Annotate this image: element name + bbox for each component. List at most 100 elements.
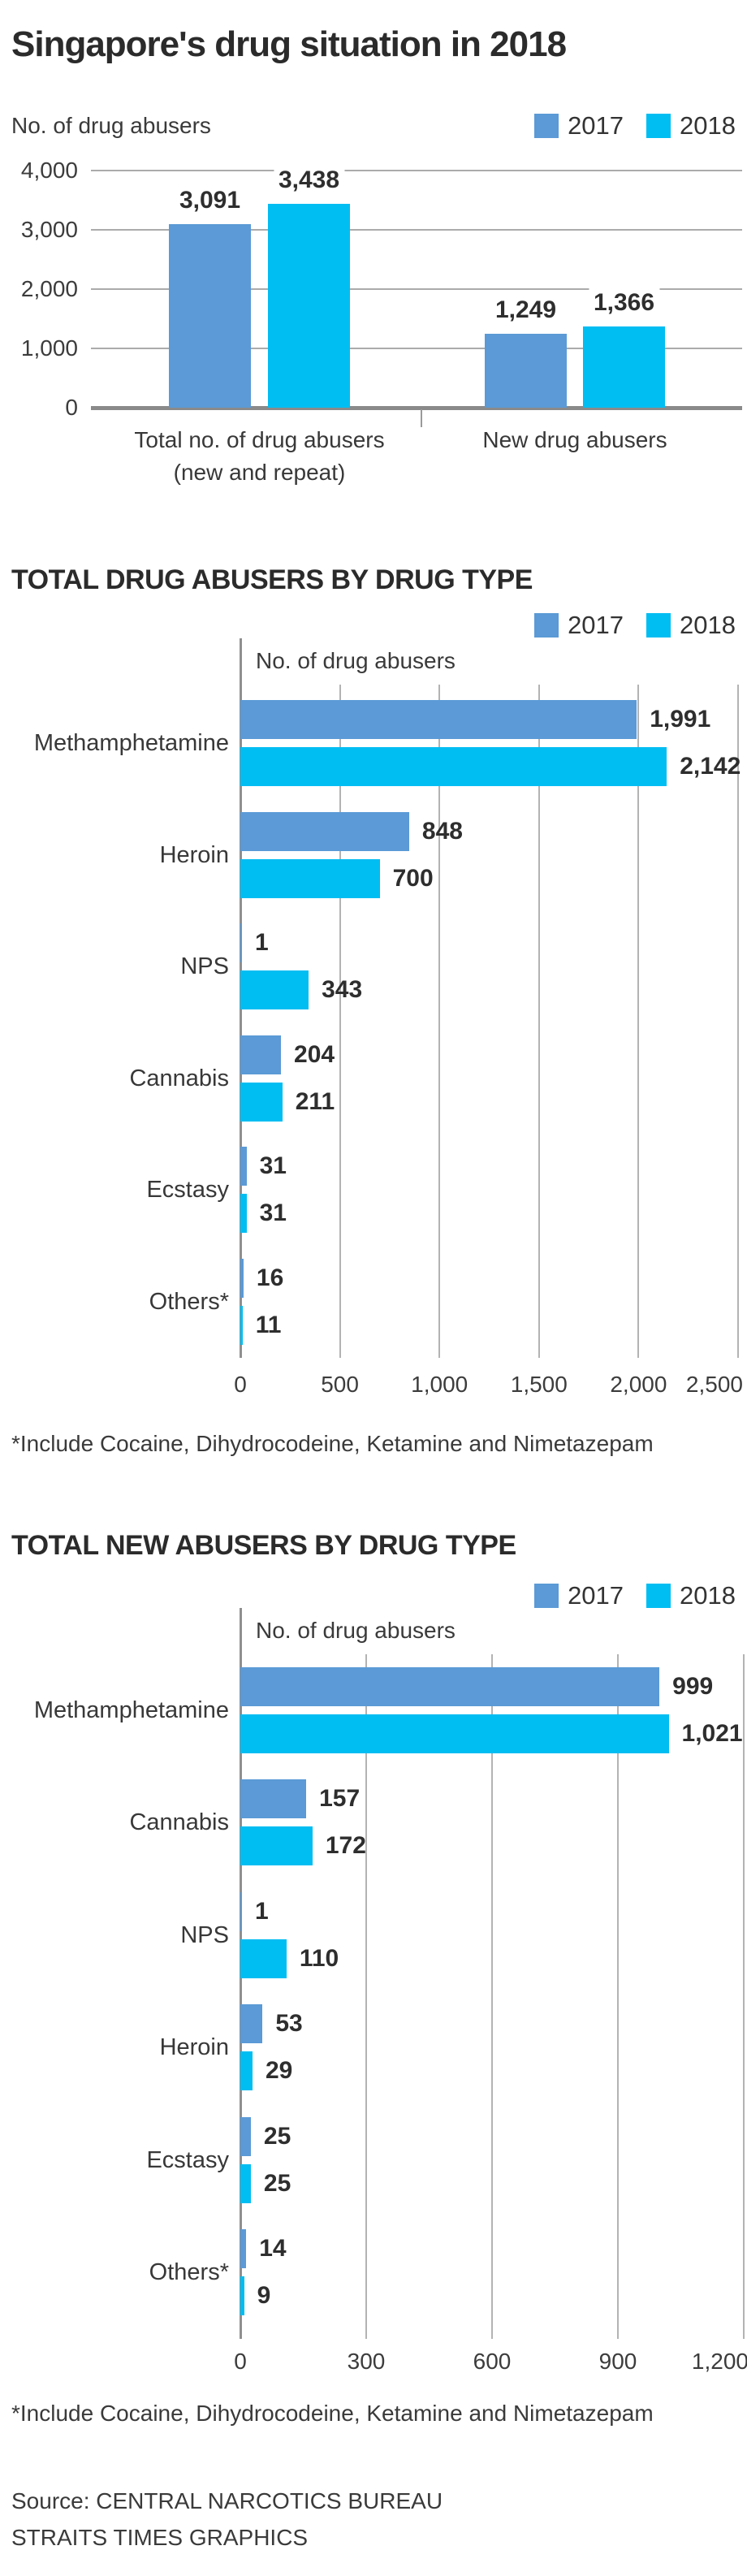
page-title: Singapore's drug situation in 2018 bbox=[11, 24, 567, 64]
value-label: 53 bbox=[275, 2010, 303, 2038]
legend-label-2017: 2017 bbox=[568, 111, 624, 140]
y-tick-label: 1,000 bbox=[20, 335, 78, 361]
y-tick-label: 2,000 bbox=[20, 276, 78, 301]
category-label: Heroin bbox=[159, 841, 229, 868]
value-label: 211 bbox=[295, 1087, 335, 1115]
gridline-4,000 bbox=[91, 170, 742, 171]
value-label: 999 bbox=[672, 1673, 714, 1700]
chart2-footnote: *Include Cocaine, Dihydrocodeine, Ketami… bbox=[11, 1431, 654, 1456]
gridline-600 bbox=[491, 1654, 493, 2339]
gridline-2,500 bbox=[737, 685, 739, 1358]
value-label: 700 bbox=[392, 864, 434, 892]
bar-2017-Cannabis bbox=[240, 1035, 282, 1074]
x-tick-label: 2,500 bbox=[685, 1372, 743, 1397]
category-label: Ecstasy bbox=[146, 2146, 229, 2173]
bar-2017-0 bbox=[169, 224, 251, 408]
value-axis-line bbox=[240, 1608, 242, 2339]
value-label: 1 bbox=[255, 1897, 269, 1925]
bar-2018-1 bbox=[583, 326, 665, 408]
bar-2018-Ecstasy bbox=[240, 2163, 251, 2203]
value-label: 1,249 bbox=[490, 295, 562, 325]
chart2-title: TOTAL DRUG ABUSERS BY DRUG TYPE bbox=[11, 564, 533, 595]
category-label: Cannabis bbox=[129, 1065, 229, 1091]
gridline-500 bbox=[339, 685, 341, 1358]
value-label: 11 bbox=[255, 1311, 282, 1338]
value-label: 343 bbox=[322, 976, 363, 1003]
category-label: NPS bbox=[180, 953, 229, 979]
value-label: 25 bbox=[263, 2122, 291, 2150]
chart2-axis-label: No. of drug abusers bbox=[256, 648, 456, 673]
value-label: 3,091 bbox=[174, 186, 246, 216]
category-label: Total no. of drug abusers (new and repeat… bbox=[134, 427, 385, 485]
gridline-2,000 bbox=[637, 685, 640, 1358]
legend-swatch-2018 bbox=[646, 1584, 671, 1608]
legend-swatch-2017 bbox=[534, 114, 559, 138]
bar-2018-Methamphetamine bbox=[240, 747, 667, 786]
bar-2018-NPS bbox=[240, 970, 309, 1009]
bar-2017-Others bbox=[240, 2229, 247, 2268]
bar-2018-0 bbox=[268, 204, 350, 408]
value-label: 1,991 bbox=[650, 706, 711, 733]
gridline-1,000 bbox=[438, 685, 441, 1358]
bar-2018-Heroin bbox=[240, 858, 380, 898]
x-tick-label: 1,500 bbox=[510, 1372, 568, 1397]
value-label: 9 bbox=[257, 2282, 271, 2309]
y-tick-label: 3,000 bbox=[20, 217, 78, 242]
category-label: Methamphetamine bbox=[33, 1697, 229, 1723]
gridline-0 bbox=[91, 406, 742, 410]
bar-2018-Heroin bbox=[240, 2051, 253, 2091]
category-label: Heroin bbox=[159, 2034, 229, 2061]
legend-swatch-2018 bbox=[646, 114, 671, 138]
gridline-3,000 bbox=[91, 229, 742, 231]
bar-2017-Heroin bbox=[240, 2004, 263, 2044]
category-label: Methamphetamine bbox=[33, 730, 229, 756]
value-label: 1,021 bbox=[681, 1720, 743, 1747]
value-label: 29 bbox=[265, 2057, 293, 2085]
y-tick-label: 4,000 bbox=[20, 158, 78, 183]
legend-swatch-2018 bbox=[646, 613, 671, 638]
bar-2018-Cannabis bbox=[240, 1826, 313, 1866]
category-label: New drug abusers bbox=[482, 427, 667, 452]
bar-2017-Others bbox=[240, 1258, 244, 1298]
category-label: Others* bbox=[149, 1288, 229, 1315]
value-label: 14 bbox=[259, 2235, 287, 2262]
chart3-axis-label: No. of drug abusers bbox=[256, 1618, 456, 1643]
bar-2017-1 bbox=[485, 333, 567, 408]
x-tick-label: 300 bbox=[347, 2349, 386, 2374]
category-label: Cannabis bbox=[129, 1809, 229, 1836]
value-label: 172 bbox=[325, 1832, 366, 1860]
value-label: 1 bbox=[255, 929, 269, 956]
x-tick-label: 2,000 bbox=[610, 1372, 667, 1397]
x-tick-label: 600 bbox=[473, 2349, 512, 2374]
chart3-legend: 2017 2018 bbox=[534, 1582, 736, 1610]
x-tick-label: 900 bbox=[598, 2349, 637, 2374]
category-label: NPS bbox=[180, 1921, 229, 1948]
gridline-1,500 bbox=[538, 685, 540, 1358]
bar-2017-NPS bbox=[240, 1891, 242, 1931]
value-label: 204 bbox=[294, 1040, 335, 1068]
value-label: 848 bbox=[421, 817, 463, 845]
legend-label-2018: 2018 bbox=[680, 1581, 736, 1610]
value-axis-line bbox=[240, 638, 242, 1358]
bar-2018-Ecstasy bbox=[240, 1194, 247, 1233]
chart2-legend: 2017 2018 bbox=[534, 612, 736, 639]
bar-2017-Ecstasy bbox=[240, 2116, 251, 2156]
credit-line: STRAITS TIMES GRAPHICS bbox=[11, 2525, 309, 2550]
chart1-axis-label: No. of drug abusers bbox=[11, 113, 211, 138]
bar-2017-NPS bbox=[240, 923, 242, 962]
legend-label-2018: 2018 bbox=[680, 611, 736, 639]
value-label: 31 bbox=[259, 1152, 287, 1179]
x-tick-label: 0 bbox=[234, 2349, 247, 2374]
chart1-legend: 2017 2018 bbox=[534, 112, 736, 140]
x-tick-label: 1,000 bbox=[411, 1372, 468, 1397]
legend-label-2018: 2018 bbox=[680, 111, 736, 140]
gridline-2,000 bbox=[91, 288, 742, 290]
value-label: 157 bbox=[319, 1785, 361, 1813]
bar-2017-Ecstasy bbox=[240, 1147, 247, 1186]
bar-2017-Heroin bbox=[240, 811, 409, 851]
bar-2017-Methamphetamine bbox=[240, 700, 637, 739]
gridline-1,000 bbox=[91, 348, 742, 349]
chart3-footnote: *Include Cocaine, Dihydrocodeine, Ketami… bbox=[11, 2401, 654, 2426]
